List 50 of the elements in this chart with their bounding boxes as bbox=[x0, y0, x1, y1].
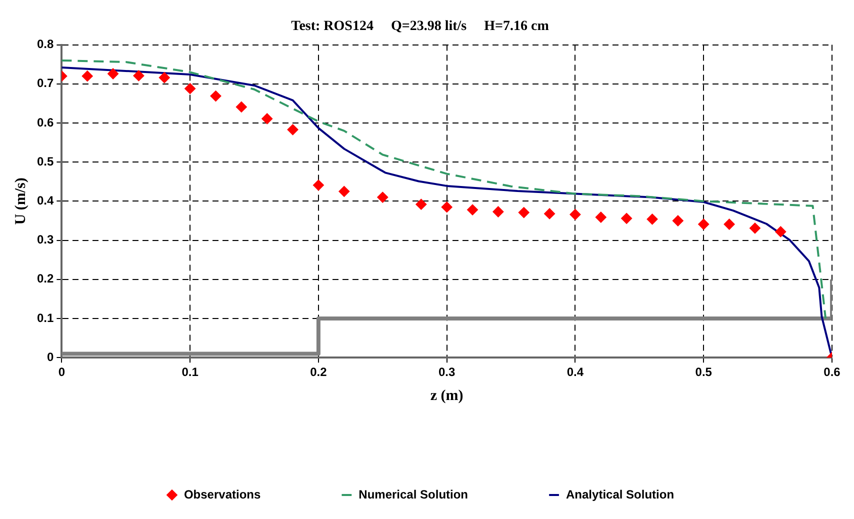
point bbox=[492, 206, 504, 218]
point bbox=[749, 222, 760, 234]
y-tick-label: 0.6 bbox=[36, 115, 54, 130]
legend-label: Observations bbox=[184, 487, 261, 502]
y-tick-label: 0.4 bbox=[36, 194, 54, 208]
point bbox=[775, 226, 786, 238]
point bbox=[82, 70, 93, 82]
line-series bbox=[62, 59, 827, 320]
chart-title: Test: ROS124 Q=23.98 lit/s H=7.16 cm bbox=[291, 19, 550, 34]
x-tick-label: 0.4 bbox=[566, 365, 584, 380]
y-tick-label: 0.5 bbox=[36, 154, 54, 168]
point bbox=[724, 218, 735, 230]
point bbox=[544, 208, 556, 220]
point bbox=[184, 83, 196, 94]
x-tick-label: 0.3 bbox=[438, 365, 456, 380]
point bbox=[158, 72, 170, 84]
y-tick-label: 0.1 bbox=[36, 310, 54, 325]
y-tick-label: 0.2 bbox=[36, 272, 54, 286]
legend-label: Numerical Solution bbox=[358, 487, 468, 502]
y-tick-label: 0.7 bbox=[36, 76, 54, 90]
y-tick-label: 0.3 bbox=[36, 232, 54, 247]
x-tick-label: 0.2 bbox=[310, 365, 328, 380]
point bbox=[621, 212, 632, 224]
point bbox=[518, 207, 530, 218]
point bbox=[133, 70, 144, 82]
point bbox=[236, 101, 247, 112]
point bbox=[312, 180, 324, 191]
x-tick-label: 0.5 bbox=[695, 365, 712, 380]
x-tick-label: 0.1 bbox=[182, 365, 199, 380]
point bbox=[210, 90, 222, 102]
point bbox=[595, 212, 606, 223]
y-tick-label: 0 bbox=[46, 350, 54, 364]
x-tick-label: 0 bbox=[58, 365, 66, 380]
point bbox=[698, 218, 710, 230]
x-tick-label: 0.6 bbox=[824, 365, 841, 380]
point bbox=[108, 68, 119, 80]
point bbox=[570, 208, 581, 220]
point bbox=[467, 204, 478, 216]
y-tick-label: 0.8 bbox=[36, 37, 54, 52]
point bbox=[441, 202, 452, 213]
point bbox=[287, 124, 298, 136]
point bbox=[416, 198, 427, 210]
point bbox=[672, 215, 684, 226]
x-axis-title: z (m) bbox=[430, 388, 464, 404]
point bbox=[338, 186, 350, 197]
point bbox=[646, 214, 658, 225]
legend-label: Analytical Solution bbox=[566, 487, 674, 502]
point bbox=[262, 113, 273, 124]
point bbox=[377, 192, 388, 203]
y-axis-title: U (m/s) bbox=[12, 178, 29, 225]
